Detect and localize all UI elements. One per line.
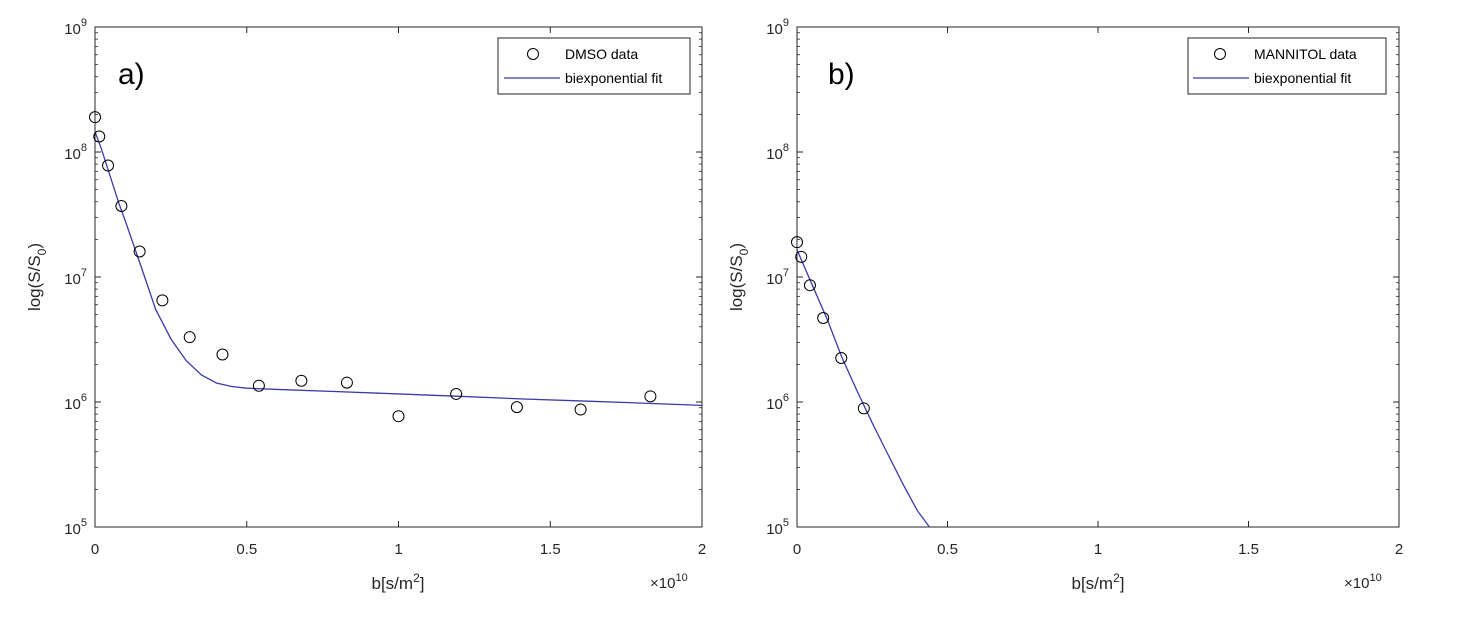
data-point [450, 387, 463, 400]
data-point [183, 331, 196, 344]
data-point [835, 351, 848, 364]
legend-marker-circle [527, 48, 539, 60]
data-point [133, 245, 146, 258]
x-tick-label: 1.5 [1238, 541, 1259, 558]
data-point [644, 390, 657, 403]
data-points [791, 236, 870, 415]
data-point [156, 294, 169, 307]
data-point [89, 111, 101, 124]
legend-entry-data: MANNITOL data [1254, 46, 1357, 62]
data-point [795, 250, 808, 263]
y-tick-label: 107 [64, 267, 87, 288]
y-axis-ticks: 105 106 107 108 109 [64, 17, 702, 538]
fit-line-group [796, 249, 930, 528]
data-point [803, 279, 816, 292]
data-point [574, 403, 587, 416]
legend-entry-fit: biexponential fit [565, 70, 662, 86]
data-point [791, 236, 803, 249]
x-exponent-label: ×1010 [1344, 572, 1382, 592]
data-point [857, 402, 870, 415]
y-tick-label: 109 [64, 17, 87, 38]
panel-label: b) [828, 58, 855, 91]
fit-line-group [94, 131, 703, 407]
y-tick-label: 108 [64, 142, 87, 163]
x-tick-label: 0.5 [937, 541, 958, 558]
plot-area [796, 26, 1400, 528]
y-tick-label: 105 [766, 517, 789, 538]
data-point [102, 159, 115, 172]
plot-area [94, 26, 703, 528]
x-tick-label: 2 [1395, 541, 1403, 558]
x-axis-ticks: 0 0.5 1 1.5 2 [793, 27, 1403, 558]
legend: DMSO data biexponential fit [497, 37, 691, 95]
legend-marker-circle [1214, 48, 1226, 60]
legend-entry-data: DMSO data [565, 46, 638, 62]
legend-box [497, 37, 691, 95]
y-tick-label: 108 [766, 142, 789, 163]
y-axis-label: log(S/S0) [727, 243, 751, 311]
x-tick-label: 0.5 [236, 541, 257, 558]
x-axis-label: b[s/m2] [1072, 571, 1125, 593]
y-tick-label: 106 [766, 392, 789, 413]
legend-entry-fit: biexponential fit [1254, 70, 1351, 86]
y-axis-label: log(S/S0) [25, 243, 49, 311]
x-tick-label: 1 [394, 541, 402, 558]
data-point [216, 348, 229, 361]
data-point [93, 130, 106, 143]
fit-line [94, 131, 703, 407]
y-tick-label: 105 [64, 517, 87, 538]
x-tick-label: 0 [793, 541, 801, 558]
x-axis-label: b[s/m2] [372, 571, 425, 593]
y-tick-label: 109 [766, 17, 789, 38]
data-points [89, 111, 657, 423]
data-point [295, 374, 308, 387]
x-axis-ticks: 0 0.5 1 1.5 2 [91, 27, 706, 558]
x-exponent-label: ×1010 [650, 572, 688, 592]
data-point [392, 410, 405, 423]
panel-label: a) [118, 58, 145, 91]
y-tick-label: 106 [64, 392, 87, 413]
legend: MANNITOL data biexponential fit [1187, 37, 1387, 95]
x-tick-label: 1 [1094, 541, 1102, 558]
data-point [817, 311, 830, 324]
data-point [252, 379, 265, 392]
x-tick-label: 0 [91, 541, 99, 558]
fit-line [796, 249, 930, 528]
y-axis-ticks: 105 106 107 108 109 [766, 17, 1399, 538]
data-point [510, 401, 523, 414]
x-tick-label: 1.5 [540, 541, 561, 558]
chart-panel-mannitol: 0 0.5 1 1.5 2 105 106 107 108 109 b) b[s/m2] ×10… [727, 17, 1403, 593]
data-point [340, 376, 353, 389]
chart-panel-dmso: 0 0.5 1 1.5 2 105 106 107 108 109 a) b[s/m2] ×10… [25, 17, 706, 593]
x-tick-label: 2 [698, 541, 706, 558]
y-tick-label: 107 [766, 267, 789, 288]
legend-box [1187, 37, 1387, 95]
data-point [115, 199, 128, 212]
